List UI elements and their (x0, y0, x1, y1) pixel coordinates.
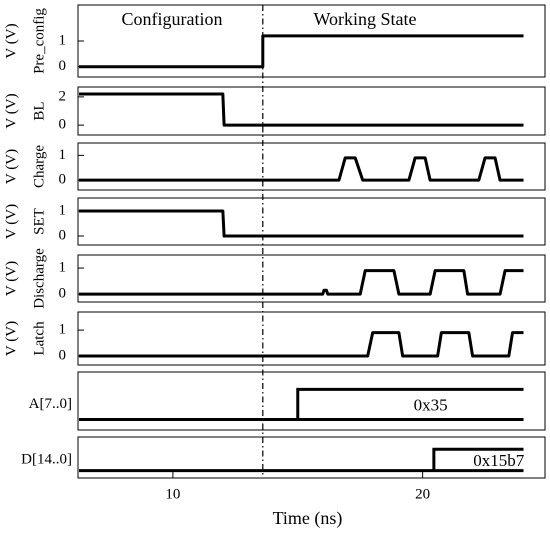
signal-label: BL (31, 101, 47, 120)
signal-label: Latch (31, 321, 47, 356)
waveform (79, 156, 524, 182)
y-axis-label: V (V) (3, 23, 19, 58)
phase-label: Configuration (122, 9, 223, 29)
bus-value: 0x35 (414, 395, 448, 414)
y-axis-label: V (V) (3, 204, 19, 239)
y-tick-label: 1 (59, 322, 67, 338)
waveform (79, 269, 524, 296)
y-tick-label: 0 (59, 172, 67, 188)
x-tick-label: 20 (415, 486, 430, 502)
signal-label: SET (31, 208, 47, 235)
y-tick-label: 0 (59, 117, 67, 133)
x-axis-label: Time (ns) (273, 508, 343, 529)
y-tick-label: 1 (59, 259, 67, 275)
panel-frame (77, 371, 546, 431)
panel-frame (77, 254, 546, 303)
bus-high (296, 387, 524, 420)
y-axis-label: V (V) (3, 149, 19, 184)
signal-label: D[14..0] (21, 451, 72, 467)
waveform (79, 331, 524, 358)
signal-label: Charge (31, 145, 47, 188)
y-tick-label: 1 (59, 32, 67, 48)
signal-label: A[7..0] (29, 396, 72, 412)
y-tick-label: 0 (59, 58, 67, 74)
y-tick-label: 1 (59, 147, 67, 163)
bus-value: 0x15b7 (473, 451, 525, 470)
y-axis-label: V (V) (3, 261, 19, 296)
x-tick-label: 10 (165, 486, 180, 502)
panel-frame (77, 197, 546, 246)
waveform (79, 92, 524, 127)
waveform (79, 209, 524, 238)
y-axis-label: V (V) (3, 321, 19, 356)
bus-high (432, 447, 524, 471)
y-tick-label: 0 (59, 286, 67, 302)
y-tick-label: 0 (59, 227, 67, 243)
y-axis-label: V (V) (3, 93, 19, 128)
panel-frame (77, 311, 546, 366)
panel-frame (77, 436, 546, 479)
signal-label: Discharge (31, 248, 47, 309)
waveform (79, 34, 524, 69)
panel-frame (77, 86, 546, 136)
y-tick-label: 2 (59, 88, 67, 104)
y-tick-label: 1 (59, 202, 67, 218)
panel-frame (77, 142, 546, 191)
phase-label: Working State (313, 9, 416, 29)
y-tick-label: 0 (59, 347, 67, 363)
signal-label: Pre_config (31, 8, 47, 74)
